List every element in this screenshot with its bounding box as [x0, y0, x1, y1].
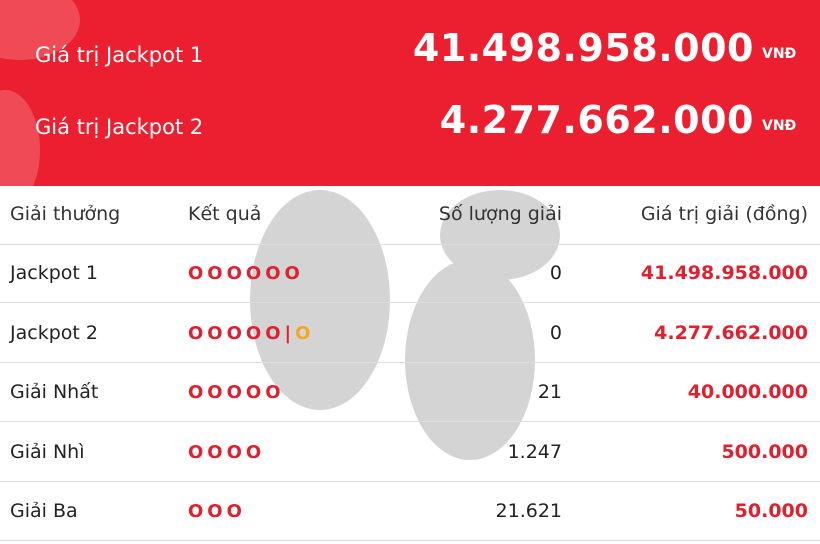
main-balls: OOOOOO: [188, 263, 304, 284]
winner-count: 0: [549, 262, 562, 284]
main-balls: OOOOO: [188, 382, 285, 403]
prize-value: 4.277.662.000: [654, 321, 808, 344]
prize-value: 50.000: [734, 500, 808, 522]
watermark-shape: [440, 190, 560, 280]
column-header: Giá trị giải (đồng): [640, 203, 808, 225]
row-divider: [0, 421, 820, 422]
jackpot-amount: 41.498.958.000: [412, 26, 754, 70]
column-header: Kết quả: [188, 203, 262, 225]
row-divider: [0, 302, 820, 303]
banner-shape: [0, 0, 80, 60]
prize-value: 500.000: [721, 440, 808, 463]
currency: VNĐ: [762, 46, 797, 62]
banner-decoration: [0, 0, 80, 186]
result-balls: OOO: [188, 500, 246, 522]
separator: |: [284, 322, 292, 344]
column-header: Giải thưởng: [10, 203, 121, 225]
winner-count: 21.621: [495, 500, 562, 522]
column-header: Số lượng giải: [438, 203, 562, 225]
prize-value: 41.498.958.000: [640, 262, 808, 284]
winner-count: 21: [537, 381, 562, 403]
row-divider: [0, 244, 820, 245]
winner-count: 0: [549, 321, 562, 344]
result-balls: OOOOO: [188, 381, 285, 403]
prize-name: Jackpot 2: [10, 321, 98, 344]
main-balls: OOOOO: [188, 322, 285, 344]
currency: VNĐ: [762, 118, 797, 134]
prize-value: 40.000.000: [687, 381, 808, 403]
prize-name: Giải Nhì: [10, 440, 85, 463]
jackpot-amount: 4.277.662.000: [439, 98, 754, 142]
watermark-shape: [405, 260, 535, 460]
winner-count: 1.247: [507, 440, 562, 463]
result-balls: OOOOOO: [188, 262, 304, 284]
row-divider: [0, 361, 820, 363]
extra-ball: O: [295, 322, 311, 344]
banner-shape: [0, 90, 40, 186]
result-balls: OOOOO| O: [188, 322, 310, 344]
result-balls: OOOO: [188, 441, 265, 463]
main-balls: OOO: [188, 501, 246, 522]
prize-name: Jackpot 1: [10, 262, 98, 284]
row-divider: [0, 480, 820, 482]
jackpot-label: Giá trị Jackpot 1: [35, 43, 204, 67]
watermark-shape: [250, 190, 390, 410]
jackpot-banner: Giá trị Jackpot 1 41.498.958.000 VNĐ Giá tr…: [0, 0, 820, 186]
jackpot-label: Giá trị Jackpot 2: [35, 115, 204, 139]
prize-name: Giải Nhất: [10, 381, 99, 403]
prize-name: Giải Ba: [10, 500, 78, 522]
row-divider: [0, 540, 820, 541]
main-balls: OOOO: [188, 441, 266, 463]
